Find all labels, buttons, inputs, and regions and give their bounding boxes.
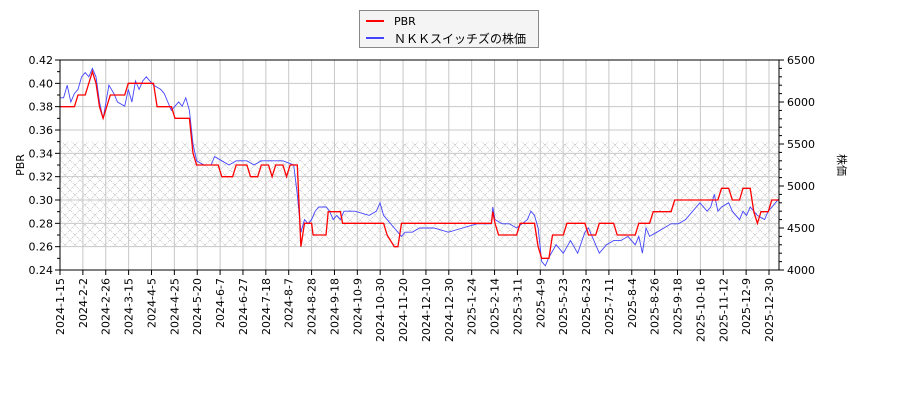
x-tick-label: 2025-7-11 bbox=[603, 278, 616, 335]
x-tick-label: 2024-4-5 bbox=[145, 278, 158, 328]
x-tick-label: 2024-12-30 bbox=[443, 278, 456, 342]
legend-label-price: ＮＫＫスイッチズの株価 bbox=[394, 31, 527, 46]
x-tick-label: 2024-4-25 bbox=[168, 278, 181, 335]
x-tick-label: 2024-3-15 bbox=[123, 278, 136, 335]
series-line bbox=[60, 69, 779, 259]
x-tick-label: 2024-9-18 bbox=[328, 278, 341, 335]
right-tick-label: 6000 bbox=[787, 96, 815, 109]
legend: PBR ＮＫＫスイッチズの株価 bbox=[359, 10, 539, 48]
series-line bbox=[60, 67, 779, 267]
right-tick-label: 6500 bbox=[787, 54, 815, 67]
x-tick-label: 2025-4-9 bbox=[534, 278, 547, 328]
x-tick-label: 2024-6-27 bbox=[237, 278, 250, 335]
x-tick-label: 2025-6-23 bbox=[580, 278, 593, 335]
x-tick-label: 2025-2-14 bbox=[489, 278, 502, 335]
left-tick-label: 0.36 bbox=[29, 124, 54, 137]
left-tick-label: 0.38 bbox=[29, 101, 54, 114]
left-tick-label: 0.28 bbox=[29, 217, 54, 230]
x-tick-label: 2025-10-16 bbox=[694, 278, 707, 342]
x-tick-label: 2025-8-26 bbox=[649, 278, 662, 335]
x-tick-label: 2025-5-23 bbox=[557, 278, 570, 335]
x-tick-label: 2025-8-4 bbox=[626, 278, 639, 328]
x-tick-label: 2024-2-2 bbox=[77, 278, 90, 328]
left-axis-title: PBR bbox=[14, 154, 27, 176]
left-tick-label: 0.30 bbox=[29, 194, 54, 207]
x-tick-label: 2025-9-18 bbox=[672, 278, 685, 335]
left-tick-label: 0.40 bbox=[29, 77, 54, 90]
legend-item-price: ＮＫＫスイッチズの株価 bbox=[366, 30, 526, 46]
x-tick-label: 2024-12-10 bbox=[420, 278, 433, 342]
x-axis: 2024-1-15 2024-2-2 2024-2-26 2024-3-15 2024-… bbox=[54, 270, 776, 342]
x-tick-label: 2025-3-11 bbox=[511, 278, 524, 335]
x-tick-label: 2025-12-30 bbox=[763, 278, 776, 342]
left-tick-label: 0.42 bbox=[29, 54, 54, 67]
left-tick-label: 0.34 bbox=[29, 147, 54, 160]
x-tick-label: 2024-11-20 bbox=[397, 278, 410, 342]
shaded-band bbox=[60, 141, 779, 247]
x-tick-label: 2024-2-26 bbox=[100, 278, 113, 335]
left-tick-label: 0.32 bbox=[29, 171, 54, 184]
right-tick-label: 5000 bbox=[787, 180, 815, 193]
legend-label-pbr: PBR bbox=[394, 14, 416, 28]
x-tick-label: 2024-5-20 bbox=[191, 278, 204, 335]
x-tick-label: 2024-8-7 bbox=[283, 278, 296, 328]
legend-swatch-pbr bbox=[366, 20, 384, 22]
x-tick-label: 2024-8-28 bbox=[306, 278, 319, 335]
x-tick-label: 2024-6-7 bbox=[214, 278, 227, 328]
x-tick-label: 2024-1-15 bbox=[54, 278, 67, 335]
x-tick-label: 2025-12-9 bbox=[740, 278, 753, 335]
left-tick-label: 0.26 bbox=[29, 241, 54, 254]
x-tick-label: 2024-10-9 bbox=[351, 278, 364, 335]
series-lines bbox=[60, 67, 779, 267]
right-axis-title: 株価 bbox=[835, 154, 849, 176]
left-axis: 0.24 0.26 0.28 0.30 0.32 0.34 0.36 0.38 0.40 0.42 bbox=[29, 54, 60, 277]
x-tick-label: 2025-1-24 bbox=[466, 278, 479, 335]
legend-item-pbr: PBR bbox=[366, 13, 416, 29]
right-tick-label: 4500 bbox=[787, 222, 815, 235]
right-tick-label: 4000 bbox=[787, 264, 815, 277]
left-tick-label: 0.24 bbox=[29, 264, 54, 277]
x-tick-label: 2024-7-18 bbox=[260, 278, 273, 335]
x-tick-label: 2024-10-30 bbox=[374, 278, 387, 342]
right-tick-label: 5500 bbox=[787, 138, 815, 151]
legend-swatch-price bbox=[366, 37, 384, 39]
x-tick-label: 2025-11-12 bbox=[717, 278, 730, 342]
right-axis: 4000 4500 5000 5500 6000 6500 bbox=[779, 54, 815, 277]
